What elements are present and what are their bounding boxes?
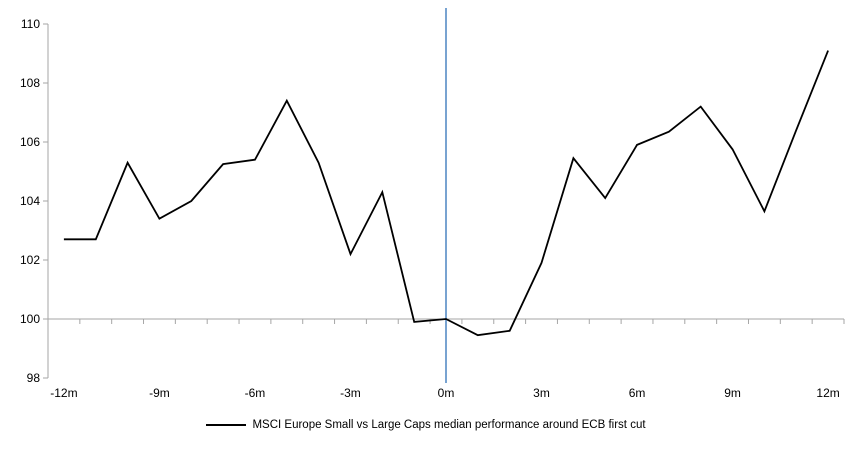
- x-axis-label: 12m: [816, 386, 839, 400]
- x-axis-label: 6m: [629, 386, 646, 400]
- y-axis-label: 106: [20, 135, 40, 149]
- x-axis-label: 0m: [438, 386, 455, 400]
- x-axis-label: -6m: [245, 386, 266, 400]
- legend: MSCI Europe Small vs Large Caps median p…: [0, 419, 852, 431]
- x-axis-label: -9m: [149, 386, 170, 400]
- legend-line-sample-icon: [206, 424, 247, 426]
- y-axis-label: 108: [20, 76, 40, 90]
- y-axis-label: 102: [20, 253, 40, 267]
- x-axis-label: 3m: [533, 386, 550, 400]
- legend-label: MSCI Europe Small vs Large Caps median p…: [252, 419, 646, 431]
- x-axis-label: -12m: [50, 386, 77, 400]
- y-axis-label: 104: [20, 194, 40, 208]
- series-line: [63, 50, 829, 337]
- y-axis-label: 110: [21, 17, 40, 31]
- y-axis-label: 98: [27, 371, 41, 385]
- y-axis-label: 100: [20, 312, 40, 326]
- x-axis-label: 9m: [724, 386, 741, 400]
- x-axis-label: -3m: [340, 386, 361, 400]
